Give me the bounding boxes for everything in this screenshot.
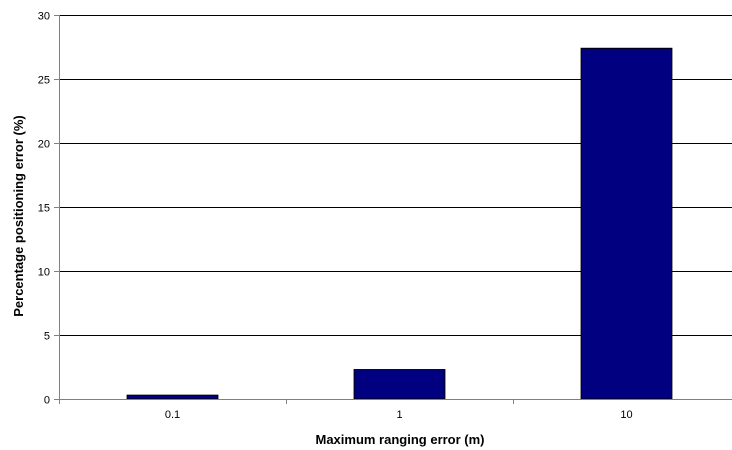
x-axis-title: Maximum ranging error (m) [315,432,484,447]
bar-0.1 [126,394,219,400]
y-tick-label: 10 [38,267,50,279]
x-tick-label: 10 [620,409,632,421]
y-tick-label: 25 [38,75,50,87]
x-tick-labels: 0.1 1 10 [165,409,633,421]
y-tick-label: 20 [38,139,50,151]
bar-10 [580,47,673,400]
x-tick-label: 1 [396,409,402,421]
bar-1 [353,369,446,400]
y-tick-labels: 0 5 10 15 20 25 30 [38,11,50,407]
y-axis-title: Percentage positioning error (%) [11,115,26,317]
y-tick-label: 5 [44,331,50,343]
y-tick-label: 30 [38,11,50,23]
y-tick-label: 15 [38,203,50,215]
bars [126,47,673,400]
x-tick-label: 0.1 [165,409,180,421]
y-tick-label: 0 [44,395,50,407]
axes [54,15,732,404]
